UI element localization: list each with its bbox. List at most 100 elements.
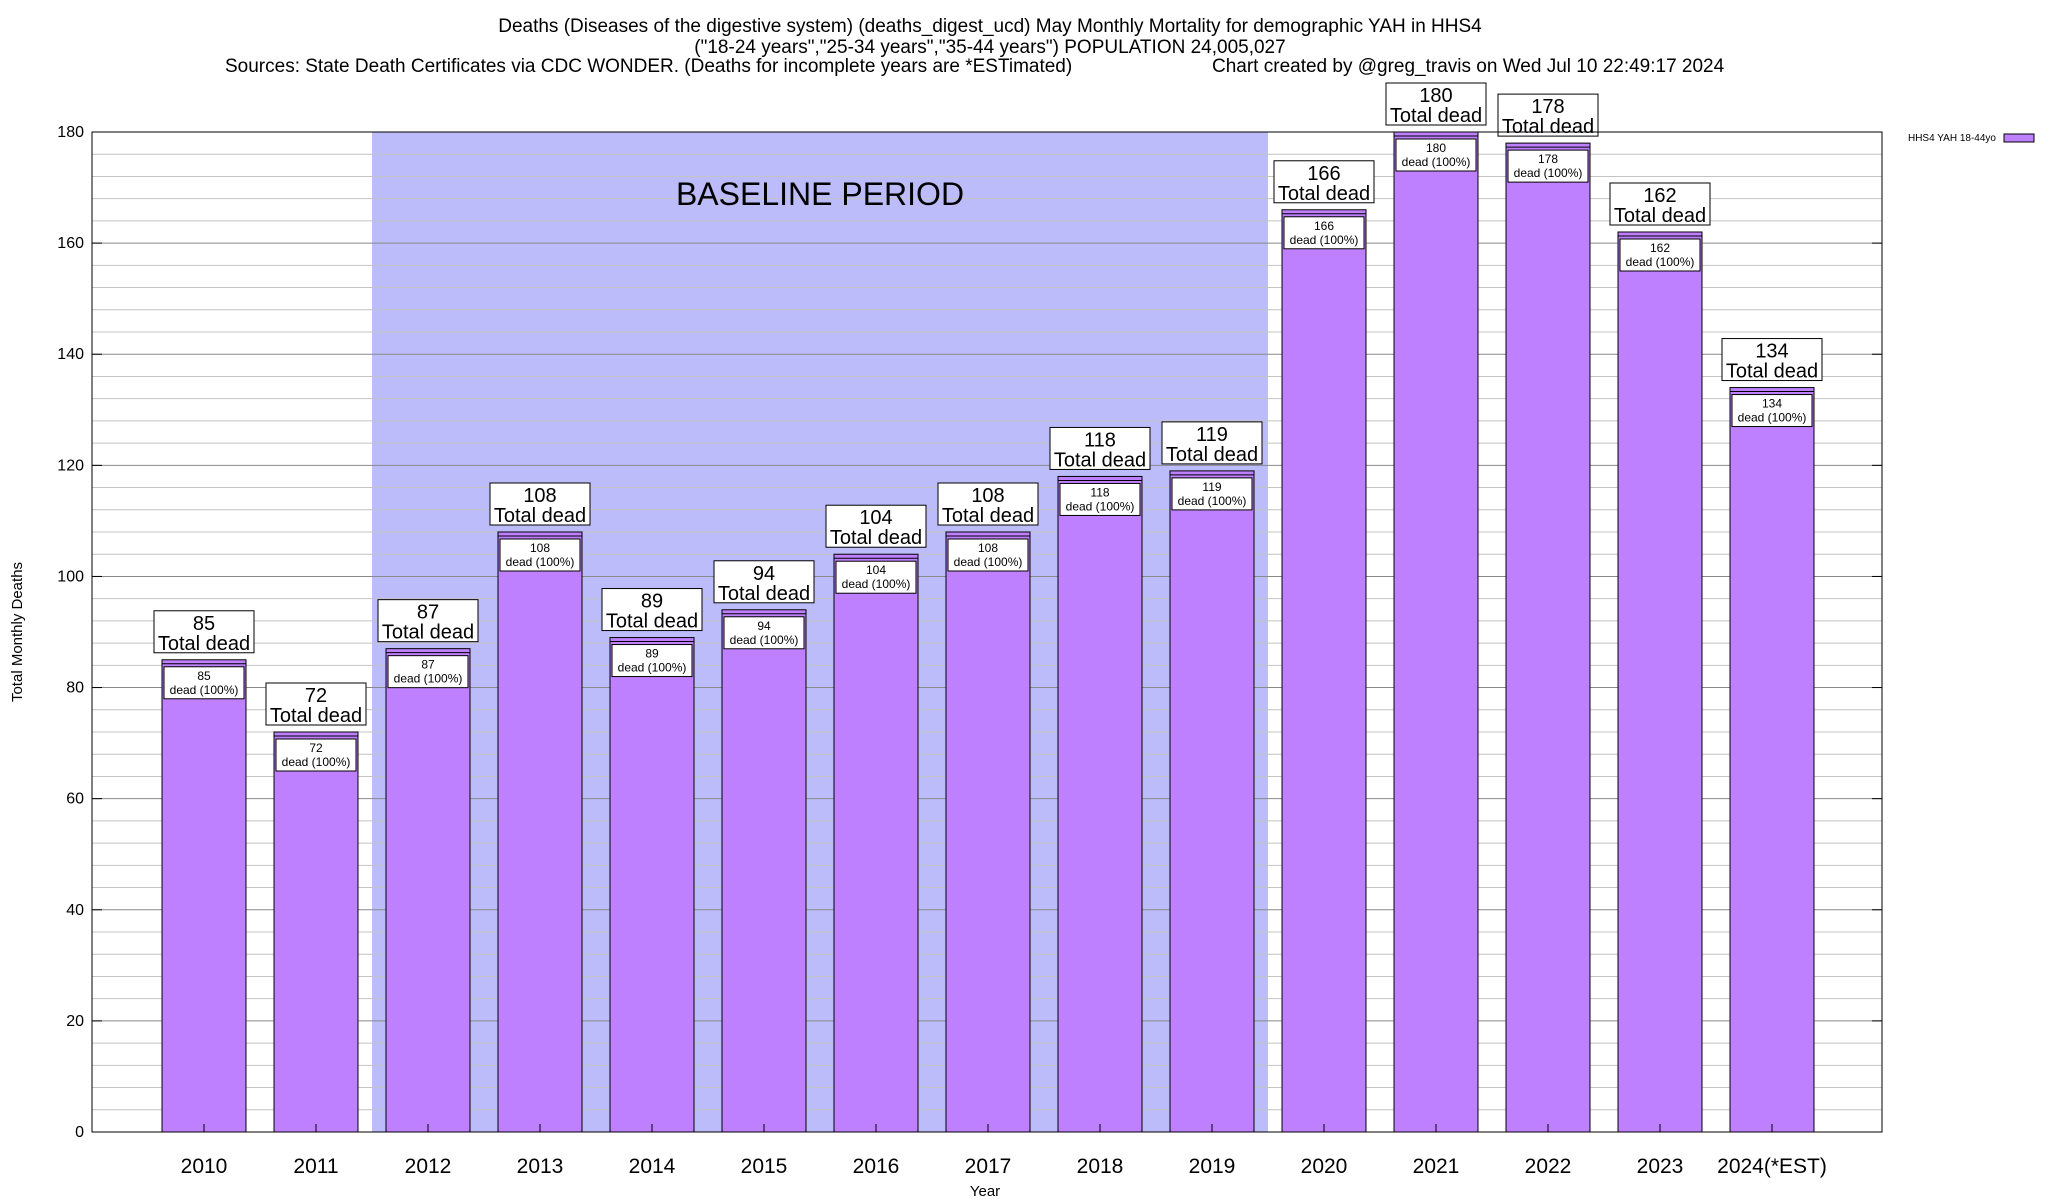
inner-label-box: [1059, 482, 1141, 516]
y-tick-label: 40: [66, 902, 84, 919]
inner-label-box: [723, 616, 805, 650]
top-label-box: [377, 599, 479, 643]
top-label-value: 85: [193, 613, 215, 635]
top-label-text: Total dead: [1390, 105, 1482, 127]
top-label-value: 178: [1531, 96, 1564, 118]
bar: [1169, 470, 1255, 1133]
bar: [945, 531, 1031, 1133]
top-label-text: Total dead: [382, 622, 474, 644]
bar: [1729, 387, 1815, 1133]
top-label-box: [265, 682, 367, 726]
top-label-text: Total dead: [270, 705, 362, 727]
top-label-text: Total dead: [1502, 116, 1594, 138]
inner-label-value: 166: [1314, 219, 1334, 233]
inner-label-value: 108: [978, 541, 998, 555]
inner-label-box: [275, 738, 357, 772]
inner-label-text: dead (100%): [730, 633, 799, 647]
y-tick-label: 0: [75, 1124, 84, 1141]
inner-label-box: [1507, 149, 1589, 183]
inner-label-value: 85: [197, 669, 211, 683]
bar: [273, 731, 359, 1133]
bar: [1505, 142, 1591, 1133]
y-tick-label: 80: [66, 680, 84, 697]
x-tick-label: 2010: [181, 1155, 228, 1178]
inner-label-box: [499, 538, 581, 572]
inner-label-box: [1619, 238, 1701, 272]
inner-label-box: [387, 655, 469, 689]
top-label-value: 94: [753, 563, 775, 585]
top-label-value: 104: [859, 507, 892, 529]
x-tick-label: 2011: [293, 1155, 338, 1178]
top-label-value: 72: [305, 685, 327, 707]
inner-label-text: dead (100%): [1514, 166, 1583, 180]
inner-label-value: 94: [757, 619, 771, 633]
inner-label-value: 89: [645, 647, 659, 661]
top-label-value: 108: [523, 485, 556, 507]
y-tick-label: 20: [66, 1013, 84, 1030]
inner-label-text: dead (100%): [618, 661, 687, 675]
inner-label-text: dead (100%): [1178, 494, 1247, 508]
bar: [1281, 209, 1367, 1133]
top-label-box: [1721, 338, 1823, 382]
inner-label-text: dead (100%): [1290, 233, 1359, 247]
top-label-box: [153, 610, 255, 654]
x-tick-label: 2013: [517, 1155, 564, 1178]
bar: [721, 609, 807, 1133]
inner-label-text: dead (100%): [282, 755, 351, 769]
top-label-box: [1049, 426, 1151, 470]
bar: [833, 553, 919, 1133]
top-label-box: [825, 504, 927, 548]
top-label-box: [1385, 82, 1487, 126]
inner-label-box: [835, 560, 917, 594]
top-label-value: 118: [1084, 429, 1116, 451]
top-label-box: [1273, 160, 1375, 204]
y-tick-label: 140: [57, 346, 84, 363]
legend-label: HHS4 YAH 18-44yo: [1908, 133, 1996, 144]
x-tick-label: 2012: [405, 1155, 452, 1178]
inner-label-value: 108: [530, 541, 550, 555]
y-axis-title: Total Monthly Deaths: [9, 562, 26, 702]
top-label-box: [1497, 93, 1599, 137]
inner-label-text: dead (100%): [1402, 155, 1471, 169]
inner-label-box: [1171, 477, 1253, 511]
inner-label-box: [1283, 216, 1365, 250]
y-tick-label: 180: [57, 124, 84, 141]
inner-label-text: dead (100%): [394, 672, 463, 686]
top-label-text: Total dead: [494, 505, 586, 527]
top-label-value: 180: [1419, 85, 1452, 107]
top-label-text: Total dead: [942, 505, 1034, 527]
inner-label-box: [163, 666, 245, 700]
baseline-label: BASELINE PERIOD: [676, 176, 964, 212]
inner-label-value: 104: [866, 563, 886, 577]
top-label-box: [1609, 182, 1711, 226]
chart-credit: Chart created by @greg_travis on Wed Jul…: [1212, 56, 1725, 77]
x-tick-label: 2022: [1525, 1155, 1572, 1178]
top-label-text: Total dead: [1726, 361, 1818, 383]
top-label-value: 89: [641, 591, 663, 613]
y-tick-label: 100: [57, 568, 84, 585]
top-label-text: Total dead: [606, 611, 698, 633]
inner-label-value: 180: [1426, 141, 1446, 155]
inner-label-value: 87: [421, 658, 435, 672]
bar: [1057, 475, 1143, 1133]
x-tick-label: 2017: [965, 1155, 1012, 1178]
top-label-box: [601, 588, 703, 632]
inner-label-value: 72: [309, 741, 323, 755]
bar: [497, 531, 583, 1133]
bar: [1393, 131, 1479, 1133]
x-tick-label: 2021: [1413, 1155, 1460, 1178]
top-label-text: Total dead: [1614, 205, 1706, 227]
top-label-text: Total dead: [1166, 444, 1258, 466]
x-tick-label: 2015: [741, 1155, 788, 1178]
x-tick-label: 2018: [1077, 1155, 1124, 1178]
top-label-box: [489, 482, 591, 526]
inner-label-box: [1395, 138, 1477, 172]
x-tick-label: 2014: [629, 1155, 676, 1178]
inner-label-value: 162: [1650, 241, 1670, 255]
top-label-value: 166: [1307, 163, 1340, 185]
bar: [609, 637, 695, 1133]
chart-subtitle: ("18-24 years","25-34 years","35-44 year…: [694, 37, 1285, 58]
inner-label-box: [611, 644, 693, 678]
inner-label-text: dead (100%): [954, 555, 1023, 569]
